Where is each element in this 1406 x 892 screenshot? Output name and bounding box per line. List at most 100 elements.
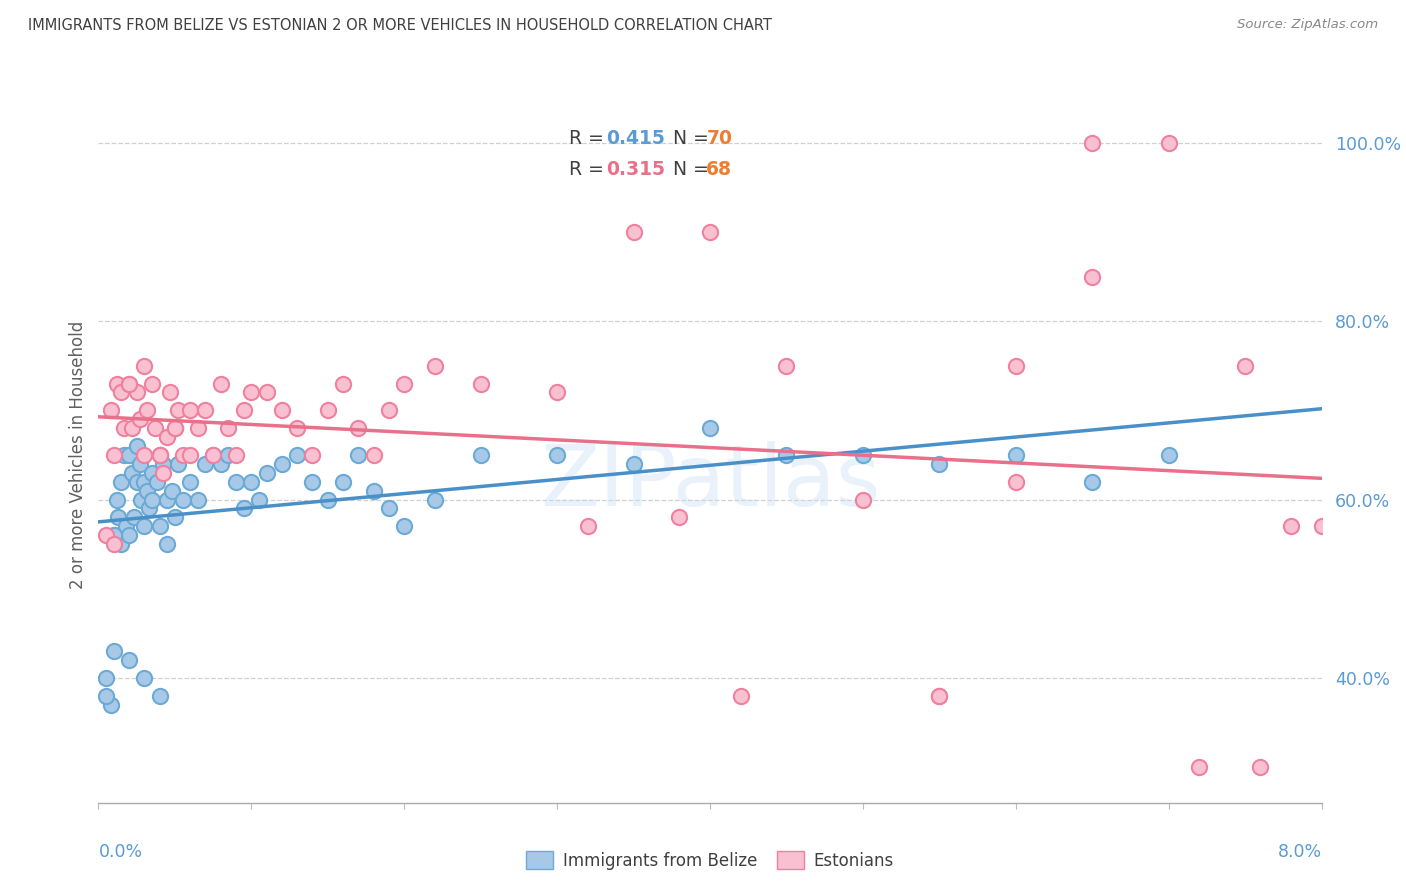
Point: [149, 448, 172, 462]
Point: [121, 466, 143, 480]
Point: [134, 519, 156, 533]
Point: [149, 448, 172, 462]
Point: [1310, 519, 1333, 533]
Point: [928, 689, 950, 703]
Point: [107, 510, 129, 524]
Point: [256, 466, 278, 480]
Point: [928, 457, 950, 471]
Point: [1004, 475, 1026, 489]
Point: [217, 448, 239, 462]
Point: [852, 448, 875, 462]
Text: 0.315: 0.315: [606, 161, 665, 179]
Point: [125, 439, 148, 453]
Text: R =: R =: [569, 128, 610, 148]
Point: [94, 671, 117, 685]
Point: [423, 492, 446, 507]
Point: [301, 475, 323, 489]
Point: [576, 519, 599, 533]
Point: [167, 403, 190, 417]
Point: [118, 653, 141, 667]
Point: [928, 689, 950, 703]
Point: [94, 689, 117, 703]
Point: [160, 483, 183, 498]
Point: [152, 466, 174, 480]
Text: N =: N =: [655, 161, 714, 179]
Point: [775, 359, 797, 373]
Point: [546, 385, 568, 400]
Point: [546, 448, 568, 462]
Point: [110, 537, 132, 551]
Point: [202, 448, 225, 462]
Point: [1249, 760, 1271, 774]
Point: [159, 385, 181, 400]
Point: [94, 528, 117, 542]
Point: [852, 492, 875, 507]
Point: [217, 421, 239, 435]
Point: [118, 376, 141, 391]
Point: [301, 448, 323, 462]
Point: [347, 421, 370, 435]
Point: [141, 376, 163, 391]
Point: [105, 492, 128, 507]
Point: [1279, 519, 1302, 533]
Point: [775, 448, 797, 462]
Point: [156, 430, 179, 444]
Point: [1081, 136, 1104, 150]
Point: [138, 501, 160, 516]
Point: [240, 475, 263, 489]
Point: [134, 359, 156, 373]
Point: [141, 492, 163, 507]
Point: [378, 403, 401, 417]
Point: [194, 457, 217, 471]
Point: [225, 448, 247, 462]
Point: [1157, 136, 1180, 150]
Point: [152, 457, 174, 471]
Text: 0.0%: 0.0%: [98, 843, 142, 861]
Point: [470, 448, 492, 462]
Point: [470, 376, 492, 391]
Point: [1081, 269, 1104, 284]
Point: [134, 475, 156, 489]
Point: [118, 528, 141, 542]
Point: [103, 448, 125, 462]
Text: IMMIGRANTS FROM BELIZE VS ESTONIAN 2 OR MORE VEHICLES IN HOUSEHOLD CORRELATION C: IMMIGRANTS FROM BELIZE VS ESTONIAN 2 OR …: [28, 18, 772, 33]
Point: [118, 448, 141, 462]
Text: Source: ZipAtlas.com: Source: ZipAtlas.com: [1237, 18, 1378, 31]
Point: [121, 421, 143, 435]
Point: [623, 225, 645, 239]
Point: [256, 385, 278, 400]
Point: [136, 483, 159, 498]
Point: [143, 421, 166, 435]
Legend: Immigrants from Belize, Estonians: Immigrants from Belize, Estonians: [517, 843, 903, 878]
Point: [187, 492, 209, 507]
Point: [1188, 760, 1211, 774]
Point: [149, 519, 172, 533]
Point: [103, 528, 125, 542]
Point: [128, 457, 150, 471]
Point: [149, 689, 172, 703]
Point: [172, 448, 194, 462]
Point: [149, 448, 172, 462]
Point: [392, 376, 416, 391]
Point: [730, 689, 752, 703]
Point: [232, 403, 254, 417]
Point: [209, 457, 232, 471]
Point: [699, 421, 721, 435]
Point: [270, 403, 294, 417]
Text: 68: 68: [706, 161, 733, 179]
Point: [103, 528, 125, 542]
Point: [163, 421, 186, 435]
Point: [194, 403, 217, 417]
Point: [247, 492, 270, 507]
Point: [110, 475, 132, 489]
Point: [163, 421, 186, 435]
Y-axis label: 2 or more Vehicles in Household: 2 or more Vehicles in Household: [69, 321, 87, 589]
Point: [363, 483, 385, 498]
Point: [129, 492, 152, 507]
Point: [1004, 359, 1026, 373]
Point: [118, 376, 141, 391]
Text: 8.0%: 8.0%: [1278, 843, 1322, 861]
Point: [105, 376, 128, 391]
Point: [699, 225, 721, 239]
Point: [232, 501, 254, 516]
